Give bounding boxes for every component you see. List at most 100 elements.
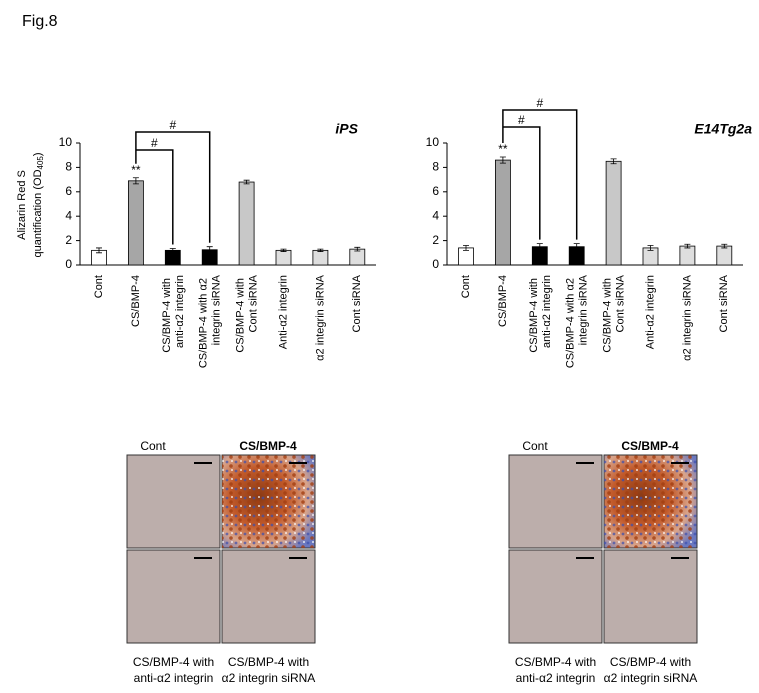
bracket-label: # <box>518 113 525 127</box>
error-bar <box>96 247 102 254</box>
panel-label: Cont <box>140 439 166 453</box>
x-tick-label: α2 integrin siRNA <box>681 274 693 360</box>
y-tick-label: 6 <box>432 184 439 198</box>
x-tick-label: Cont siRNA <box>351 274 363 332</box>
panel-label: Cont <box>522 439 548 453</box>
error-bar <box>647 245 654 251</box>
panel-label: CS/BMP-4 <box>621 439 679 453</box>
bar <box>494 159 511 266</box>
y-tick-label: 10 <box>59 135 73 149</box>
panel-caption: α2 integrin siRNA <box>222 671 316 685</box>
bar <box>275 249 292 266</box>
bracket <box>502 126 541 240</box>
y-tick-label: 0 <box>432 257 439 271</box>
x-tick-label-line: CS/BMP-4 with <box>235 275 247 353</box>
x-tick-label: CS/BMP-4 with Cont siRNA <box>235 274 260 352</box>
x-tick-label-line: anti-α2 integrin <box>541 275 553 348</box>
bracket-label: # <box>169 118 176 132</box>
panel-caption: anti-α2 integrin <box>516 671 596 685</box>
x-tick-label-line: CS/BMP-4 with α2 <box>565 275 577 368</box>
error-bar <box>721 243 728 249</box>
bar <box>238 181 255 266</box>
chart-title: iPS <box>335 121 358 137</box>
bar <box>312 249 329 266</box>
error-bar <box>610 158 617 165</box>
error-bar <box>684 243 691 249</box>
error-bar <box>499 156 506 164</box>
bracket-label: # <box>151 136 158 150</box>
y-axis-label: Alizarin Red S <box>16 170 28 240</box>
x-tick-label-line: CS/BMP-4 with <box>161 275 173 353</box>
micrograph <box>126 549 221 644</box>
micrograph <box>603 549 698 644</box>
x-tick-label: CS/BMP-4 <box>497 275 509 327</box>
figure-label: Fig.8 <box>22 13 58 30</box>
significance-label: ** <box>131 163 141 177</box>
micrograph-texture <box>222 455 315 548</box>
error-bar <box>169 248 176 253</box>
micrograph <box>508 549 603 644</box>
x-tick-label: Anti-α2 integrin <box>644 275 656 349</box>
y-tick-label: 8 <box>432 160 439 174</box>
bar <box>679 245 696 266</box>
error-bar <box>573 243 580 251</box>
error-bar <box>132 177 139 185</box>
micrograph-texture <box>604 455 697 548</box>
x-tick-label-line: Cont siRNA <box>248 274 260 332</box>
y-axis-label-part: quantification (OD <box>32 169 44 257</box>
panel-caption: anti-α2 integrin <box>134 671 214 685</box>
micrograph <box>508 454 603 549</box>
error-bar <box>354 246 361 252</box>
bar <box>127 180 144 266</box>
x-tick-label: CS/BMP-4 with Cont siRNA <box>602 274 627 352</box>
x-tick-label: CS/BMP-4 with anti-α2 integrin <box>528 275 553 353</box>
x-tick-label: CS/BMP-4 with anti-α2 integrin <box>161 275 186 353</box>
x-tick-label: Cont siRNA <box>718 274 730 332</box>
x-tick-label: CS/BMP-4 with α2 integrin siRNA <box>198 274 223 368</box>
y-tick-label: 10 <box>426 135 440 149</box>
y-axis-label-sub: 405 <box>36 156 45 170</box>
panel-caption: CS/BMP-4 with <box>515 655 596 669</box>
error-bar <box>317 248 324 252</box>
panel-caption: CS/BMP-4 with <box>133 655 214 669</box>
x-tick-label-line: CS/BMP-4 with <box>602 275 614 353</box>
bracket <box>135 131 211 243</box>
x-tick-label: Anti-α2 integrin <box>277 275 289 349</box>
bracket-label: # <box>536 96 543 110</box>
micrograph <box>126 454 221 549</box>
x-tick-label-line: anti-α2 integrin <box>174 275 186 348</box>
error-bar <box>463 245 469 251</box>
y-tick-label: 0 <box>65 257 72 271</box>
bracket <box>135 149 174 245</box>
y-tick-label: 8 <box>65 160 72 174</box>
y-tick-label: 2 <box>432 233 439 247</box>
panel-caption: CS/BMP-4 with <box>228 655 309 669</box>
bar <box>716 245 733 266</box>
y-tick-label: 2 <box>65 233 72 247</box>
x-tick-label-line: Cont siRNA <box>615 274 627 332</box>
y-axis-label-part: ) <box>32 152 44 156</box>
panel-caption: CS/BMP-4 with <box>610 655 691 669</box>
bar <box>605 160 622 266</box>
y-axis-label: quantification (OD405) <box>32 152 45 257</box>
error-bar <box>206 246 213 254</box>
y-tick-label: 6 <box>65 184 72 198</box>
error-bar <box>536 243 543 251</box>
chart-title: E14Tg2a <box>694 121 752 137</box>
x-tick-label: CS/BMP-4 <box>130 275 142 327</box>
x-tick-label: CS/BMP-4 with α2 integrin siRNA <box>565 274 590 368</box>
y-tick-label: 4 <box>65 208 72 222</box>
x-tick-label-line: integrin siRNA <box>578 274 590 345</box>
error-bar <box>243 179 250 185</box>
x-tick-label-line: CS/BMP-4 with α2 <box>198 275 210 368</box>
x-tick-label-line: CS/BMP-4 with <box>528 275 540 353</box>
x-tick-label: Cont <box>93 275 105 298</box>
y-tick-label: 4 <box>432 208 439 222</box>
x-tick-label: Cont <box>460 275 472 298</box>
panel-caption: α2 integrin siRNA <box>604 671 698 685</box>
error-bar <box>280 248 287 252</box>
significance-label: ** <box>498 142 508 156</box>
x-tick-label: α2 integrin siRNA <box>314 274 326 360</box>
panel-label: CS/BMP-4 <box>239 439 297 453</box>
